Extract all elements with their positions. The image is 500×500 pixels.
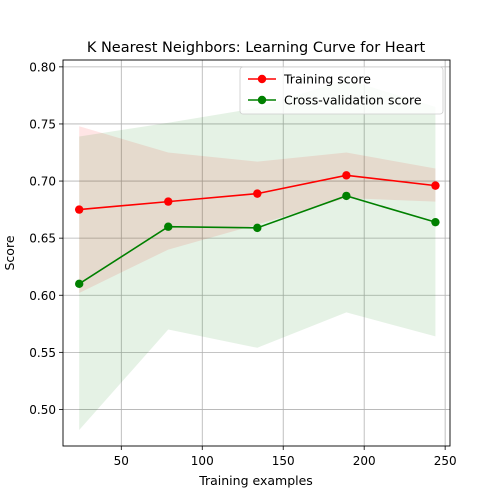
x-tick-label: 250 <box>434 454 457 468</box>
series-0-point <box>253 189 262 198</box>
plot-frame <box>62 59 451 447</box>
x-tick-label: 50 <box>114 454 129 468</box>
series-1-band <box>79 79 436 431</box>
y-tick-label: 0.80 <box>29 60 56 74</box>
y-axis-ticks: 0.50 0.55 0.60 0.65 0.70 0.75 0.80 <box>29 60 63 417</box>
legend-marker <box>257 74 267 84</box>
score-bands <box>79 79 436 431</box>
series-0-point <box>164 197 173 206</box>
legend-label: Cross-validation score <box>284 93 422 108</box>
y-tick-label: 0.65 <box>29 232 56 246</box>
x-tick-label: 150 <box>272 454 295 468</box>
series-1-point <box>342 191 351 201</box>
series-1-point <box>74 279 84 289</box>
series-markers <box>74 171 440 289</box>
x-axis-ticks: 50 100 150 200 250 <box>114 446 457 468</box>
legend-box <box>239 66 444 115</box>
series-1-point <box>431 217 440 227</box>
x-tick-label: 100 <box>191 454 214 468</box>
series-0-point <box>74 205 84 214</box>
y-tick-label: 0.50 <box>29 403 56 417</box>
legend-label: Training score <box>283 72 371 87</box>
y-tick-label: 0.75 <box>29 117 56 131</box>
chart-title: K Nearest Neighbors: Learning Curve for … <box>87 40 426 56</box>
y-tick-label: 0.60 <box>29 289 56 303</box>
y-tick-label: 0.55 <box>29 346 56 360</box>
x-tick-label: 200 <box>353 454 376 468</box>
series-0-point <box>342 171 351 180</box>
series-1-point <box>164 222 173 231</box>
series-0-band <box>79 126 436 293</box>
legend: Training score Cross-validation score <box>239 66 444 115</box>
grid-lines <box>63 60 450 446</box>
y-tick-label: 0.70 <box>29 175 56 189</box>
series-1-point <box>253 223 262 233</box>
legend-marker <box>257 95 267 105</box>
series-0-point <box>431 181 440 190</box>
x-axis-label: Training examples <box>198 473 313 488</box>
y-axis-label: Score <box>2 235 17 270</box>
